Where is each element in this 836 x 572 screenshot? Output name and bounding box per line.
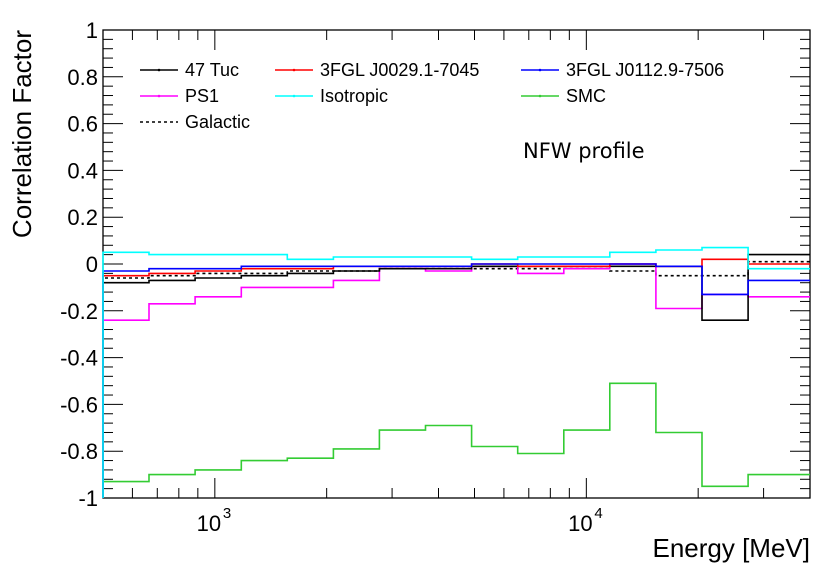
legend-entry: 47 Tuc [140, 60, 239, 80]
legend-marker [292, 94, 296, 98]
series-3fgl-j0112-9-7506 [102, 263, 810, 498]
legend-entry: 3FGL J0112.9-7506 [521, 60, 724, 80]
legend-entry: 3FGL J0029.1-7045 [275, 60, 479, 80]
y-tick-label: -0.8 [60, 439, 98, 464]
legend-label: Isotropic [320, 86, 388, 106]
legend-label: SMC [566, 86, 606, 106]
x-tick-exponent: 4 [594, 505, 602, 522]
series-layer [102, 246, 810, 498]
y-tick-label: -0.6 [60, 392, 98, 417]
y-axis-title: Correlation Factor [7, 30, 37, 238]
legend-entry: SMC [521, 86, 606, 106]
x-tick-label: 10 [568, 511, 592, 536]
y-tick-label: 0 [86, 252, 98, 277]
y-tick-label: 0.8 [67, 65, 98, 90]
legend-label: 47 Tuc [185, 60, 239, 80]
x-axis-title: Energy [MeV] [652, 533, 810, 563]
legend: 47 Tuc 3FGL J0029.1-7045 3FGL J0112.9-7506… [140, 60, 724, 132]
legend-marker [157, 94, 161, 98]
y-tick-label: 0.6 [67, 112, 98, 137]
legend-entry: Galactic [140, 112, 250, 132]
legend-entry: PS1 [140, 86, 219, 106]
legend-label: Galactic [185, 112, 250, 132]
series-isotropic [102, 246, 810, 498]
legend-label: PS1 [185, 86, 219, 106]
y-tick-label: 1 [86, 18, 98, 43]
y-tick-label: 0.4 [67, 158, 98, 183]
legend-label: 3FGL J0112.9-7506 [566, 60, 724, 80]
legend-marker [538, 68, 542, 72]
y-tick-label: -0.4 [60, 346, 98, 371]
legend-entry: Isotropic [275, 86, 388, 106]
x-tick-label: 10 [197, 511, 221, 536]
annotation-text: NFW profile [523, 139, 645, 163]
legend-label: 3FGL J0029.1-7045 [320, 60, 479, 80]
axis-ticks [102, 29, 811, 499]
x-tick-exponent: 3 [223, 505, 231, 522]
series-ps1 [102, 263, 810, 498]
y-tick-label: -0.2 [60, 299, 98, 324]
legend-marker [292, 68, 296, 72]
legend-marker [157, 68, 161, 72]
series-smc [102, 382, 810, 498]
legend-marker [538, 94, 542, 98]
plot-frame [102, 29, 811, 499]
y-tick-label: -1 [78, 486, 98, 511]
y-tick-label: 0.2 [67, 205, 98, 230]
